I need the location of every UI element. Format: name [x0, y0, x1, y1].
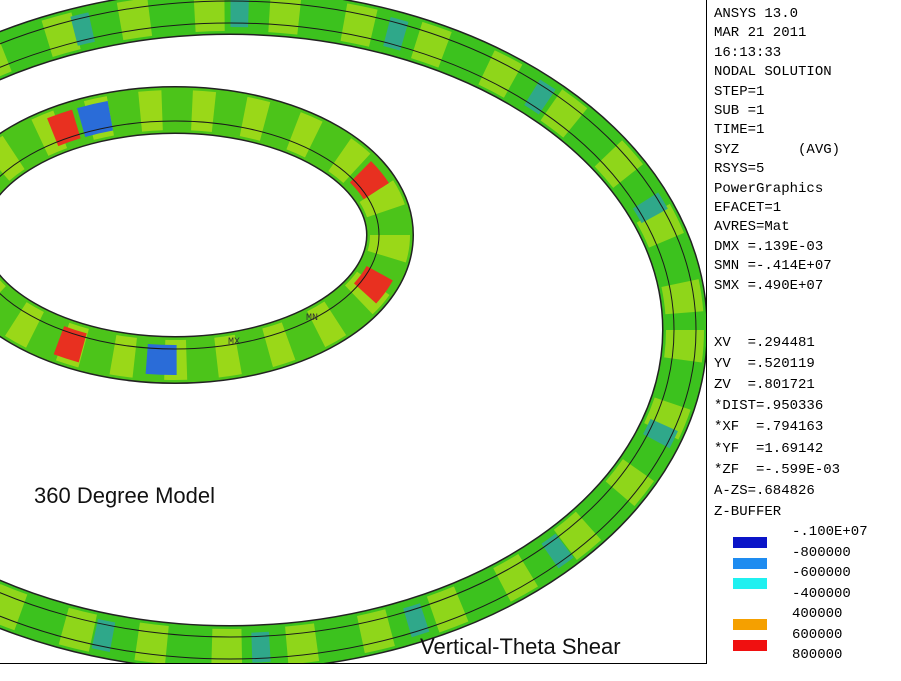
legend-swatch — [733, 640, 767, 651]
view-param: *DIST=.950336 — [714, 398, 823, 414]
info-panel: ANSYS 13.0 MAR 21 2011 16:13:33 NODAL SOLUT… — [712, 0, 901, 681]
info-line: RSYS=5 — [714, 161, 764, 177]
info-line: PowerGraphics — [714, 181, 823, 197]
legend-swatch — [733, 619, 767, 630]
legend-label: -600000 — [792, 565, 851, 581]
info-line: DMX =.139E-03 — [714, 239, 823, 255]
info-line: 16:13:33 — [714, 45, 781, 61]
screen: MN MX 360 Degree Model Vertical-Theta Sh… — [0, 0, 901, 681]
view-param: XV =.294481 — [714, 335, 815, 351]
legend-swatch — [733, 558, 767, 569]
view-param: *YF =1.69142 — [714, 441, 823, 457]
legend-swatch — [733, 537, 767, 548]
info-line: TIME=1 — [714, 122, 764, 138]
subtitle: Vertical-Theta Shear — [420, 634, 621, 660]
model-view: MN MX — [0, 0, 706, 663]
legend-label: 800000 — [792, 647, 842, 663]
info-line: STEP=1 — [714, 84, 764, 100]
graphics-window: MN MX 360 Degree Model Vertical-Theta Sh… — [0, 0, 707, 664]
view-param: *XF =.794163 — [714, 419, 823, 435]
info-line: NODAL SOLUTION — [714, 64, 832, 80]
view-param: Z-BUFFER — [714, 504, 781, 520]
legend-swatch — [733, 599, 767, 610]
info-line: SMX =.490E+07 — [714, 278, 823, 294]
legend-label: -400000 — [792, 586, 851, 602]
info-line: SUB =1 — [714, 103, 764, 119]
view-param: ZV =.801721 — [714, 377, 815, 393]
info-line: AVRES=Mat — [714, 219, 790, 235]
caption: 360 Degree Model — [34, 483, 215, 509]
max-tag: MX — [228, 337, 240, 348]
info-line: SMN =-.414E+07 — [714, 258, 832, 274]
view-param: YV =.520119 — [714, 356, 815, 372]
info-line: SYZ (AVG) — [714, 142, 840, 158]
info-line: MAR 21 2011 — [714, 25, 806, 41]
legend-label: 400000 — [792, 606, 842, 622]
view-param: A-ZS=.684826 — [714, 483, 815, 499]
legend-label: -800000 — [792, 545, 851, 561]
info-line: EFACET=1 — [714, 200, 781, 216]
min-tag: MN — [306, 313, 318, 324]
legend-label: 600000 — [792, 627, 842, 643]
legend-label: -.100E+07 — [792, 524, 868, 540]
model: MN MX — [0, 1, 696, 659]
info-line: ANSYS 13.0 — [714, 6, 798, 22]
legend-swatch — [733, 578, 767, 589]
view-param: *ZF =-.599E-03 — [714, 462, 840, 478]
